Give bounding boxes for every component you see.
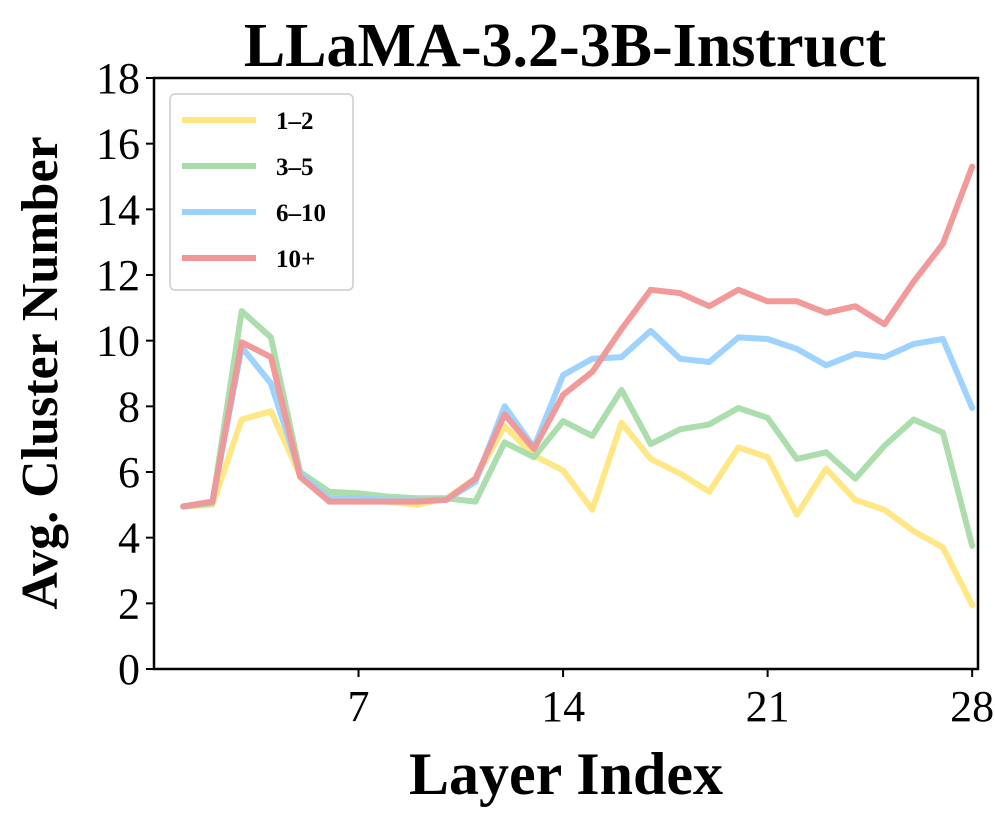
x-tick-label: 21 [746,682,790,731]
legend-label-3: 10+ [276,246,315,273]
x-tick-label: 28 [950,682,994,731]
legend-label-1: 3–5 [276,154,314,181]
x-axis-label: Layer Index [409,741,723,807]
y-tick-label: 18 [96,54,140,103]
x-axis-ticks: 7 14 21 28 [348,669,995,731]
y-axis-label: Avg. Cluster Number [12,136,69,609]
series-line-0 [183,411,972,605]
y-axis-ticks: 0 2 4 6 8 10 12 14 16 18 [96,54,154,694]
x-tick-label: 14 [541,682,585,731]
y-tick-label: 2 [118,579,140,628]
x-tick-label: 7 [348,682,370,731]
y-tick-label: 16 [96,120,140,169]
y-tick-label: 8 [118,382,140,431]
chart-title: LLaMA-3.2-3B-Instruct [244,12,887,80]
y-tick-label: 10 [96,317,140,366]
series-line-1 [183,311,972,546]
legend-label-0: 1–2 [276,108,314,135]
y-tick-label: 4 [118,514,140,563]
y-tick-label: 12 [96,251,140,300]
y-tick-label: 0 [118,645,140,694]
y-tick-label: 14 [96,185,140,234]
y-tick-label: 6 [118,448,140,497]
legend: 1–2 3–5 6–10 10+ [170,94,353,290]
legend-label-2: 6–10 [276,200,326,227]
